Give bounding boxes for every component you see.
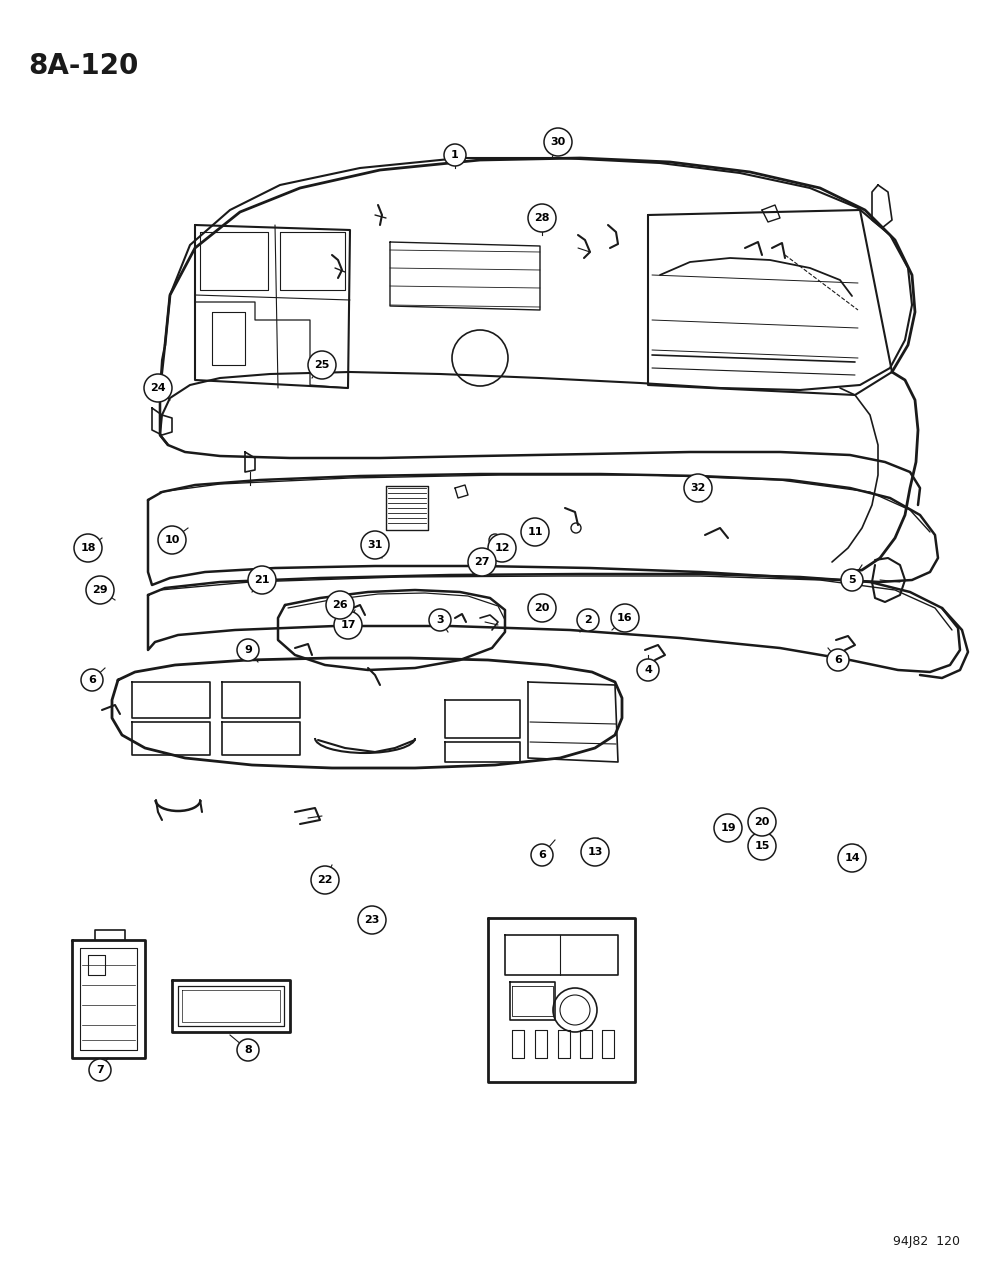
Circle shape — [86, 576, 114, 604]
Circle shape — [637, 659, 659, 681]
Circle shape — [89, 1060, 111, 1081]
Text: 32: 32 — [691, 483, 706, 493]
Text: 29: 29 — [92, 585, 108, 595]
Circle shape — [308, 351, 336, 379]
Text: 19: 19 — [720, 822, 735, 833]
Circle shape — [528, 204, 556, 232]
Text: 28: 28 — [534, 213, 550, 223]
Circle shape — [528, 594, 556, 622]
Text: 10: 10 — [165, 536, 179, 544]
Text: 6: 6 — [538, 850, 546, 861]
Circle shape — [611, 604, 639, 632]
Circle shape — [684, 474, 712, 502]
Text: 11: 11 — [527, 527, 543, 537]
Text: 23: 23 — [365, 915, 380, 924]
Circle shape — [827, 649, 849, 671]
Circle shape — [577, 609, 599, 631]
Circle shape — [714, 813, 742, 842]
Circle shape — [841, 569, 863, 592]
Circle shape — [81, 669, 103, 691]
Text: 7: 7 — [96, 1065, 104, 1075]
Circle shape — [237, 639, 259, 660]
Circle shape — [334, 611, 362, 639]
Text: 16: 16 — [617, 613, 633, 623]
Circle shape — [531, 844, 553, 866]
Text: 4: 4 — [644, 666, 652, 674]
Text: 2: 2 — [584, 615, 592, 625]
Text: 6: 6 — [88, 674, 96, 685]
Text: 13: 13 — [588, 847, 603, 857]
Circle shape — [311, 866, 339, 894]
Circle shape — [748, 833, 776, 861]
Text: 17: 17 — [340, 620, 356, 630]
Circle shape — [468, 548, 496, 576]
Text: 9: 9 — [244, 645, 252, 655]
Text: 21: 21 — [255, 575, 270, 585]
Text: 12: 12 — [495, 543, 509, 553]
Text: 27: 27 — [475, 557, 490, 567]
Text: 6: 6 — [834, 655, 842, 666]
Text: 20: 20 — [754, 817, 770, 827]
Text: 3: 3 — [436, 615, 444, 625]
Circle shape — [581, 838, 609, 866]
Circle shape — [248, 566, 276, 594]
Text: 30: 30 — [550, 136, 566, 147]
Text: 26: 26 — [332, 601, 348, 609]
Circle shape — [488, 534, 516, 562]
Text: 20: 20 — [534, 603, 550, 613]
Text: 8: 8 — [244, 1046, 252, 1054]
Circle shape — [158, 527, 186, 555]
Circle shape — [444, 144, 466, 166]
Circle shape — [544, 128, 572, 156]
Circle shape — [326, 592, 354, 618]
Text: 24: 24 — [151, 382, 165, 393]
Circle shape — [74, 534, 102, 562]
Text: 22: 22 — [317, 875, 333, 885]
Circle shape — [358, 907, 386, 935]
Circle shape — [521, 518, 549, 546]
Text: 8A-120: 8A-120 — [28, 52, 139, 80]
Circle shape — [144, 374, 172, 402]
Circle shape — [361, 530, 389, 558]
Text: 25: 25 — [314, 360, 330, 370]
Text: 14: 14 — [844, 853, 860, 863]
Text: 94J82  120: 94J82 120 — [893, 1235, 960, 1248]
Text: 15: 15 — [754, 842, 770, 850]
Circle shape — [429, 609, 451, 631]
Text: 31: 31 — [368, 541, 383, 550]
Circle shape — [237, 1039, 259, 1061]
Text: 5: 5 — [848, 575, 856, 585]
Circle shape — [748, 808, 776, 836]
Text: 18: 18 — [80, 543, 96, 553]
Text: 1: 1 — [451, 150, 459, 159]
Circle shape — [838, 844, 866, 872]
